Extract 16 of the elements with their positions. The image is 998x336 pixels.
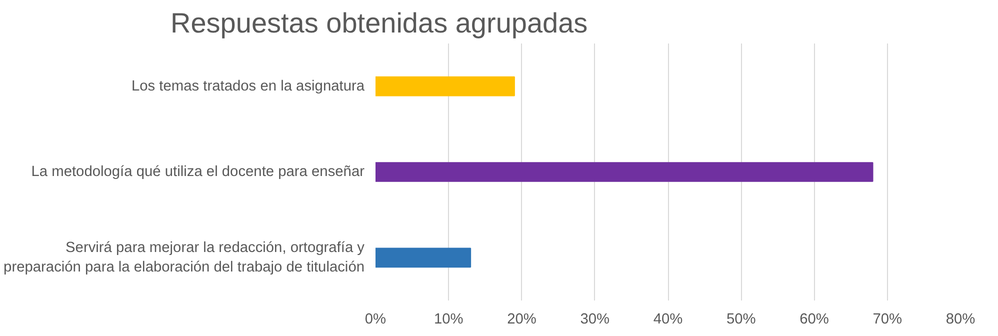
x-tick-label: 20% (507, 312, 536, 328)
bar (376, 162, 874, 182)
y-tick-label: Los temas tratados en la asignatura (131, 78, 366, 94)
y-tick-label: La metodología qué utiliza el docente para enseñar (31, 164, 365, 180)
x-tick-label: 30% (580, 312, 610, 328)
x-tick-label: 0% (364, 312, 386, 328)
bar (376, 76, 515, 96)
bar (376, 248, 472, 268)
x-tick-label: 40% (653, 312, 683, 328)
chart-title: Respuestas obtenidas agrupadas (170, 8, 588, 38)
x-tick-label: 60% (800, 312, 829, 328)
x-tick-label: 50% (726, 312, 756, 328)
x-tick-label: 70% (872, 312, 902, 328)
y-tick-label: Servirá para mejorar la redacción, ortografía y preparación para la elaboración del trabajo de titulación (4, 240, 366, 276)
x-tick-label: 80% (946, 312, 976, 328)
x-tick-label: 10% (434, 312, 464, 328)
